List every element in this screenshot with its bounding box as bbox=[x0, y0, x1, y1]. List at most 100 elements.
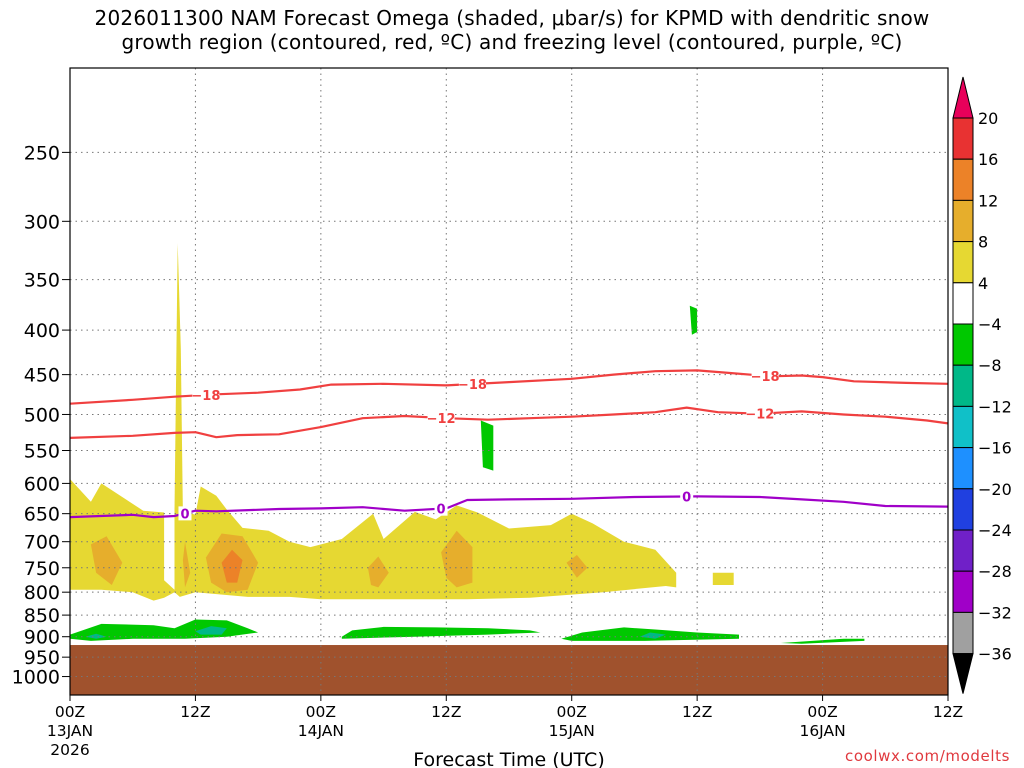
chart-title-line-1: 2026011300 NAM Forecast Omega (shaded, μ… bbox=[94, 6, 930, 30]
colorbar-segment bbox=[952, 570, 974, 613]
x-tick-label: 12Z bbox=[933, 703, 963, 721]
colorbar-label: −4 bbox=[978, 315, 1002, 334]
surface-terrain bbox=[70, 645, 948, 695]
colorbar: 20 16 12 8 4 −4 −8 −12 −16 −20 −24 −28 −32 −36 bbox=[952, 76, 1012, 694]
y-tick-label: 750 bbox=[24, 558, 60, 580]
colorbar-label: 8 bbox=[978, 233, 988, 252]
contour-label-bg bbox=[751, 368, 779, 383]
y-tick-label: 900 bbox=[24, 627, 60, 649]
colorbar-segment bbox=[952, 282, 974, 325]
x-tick-label: 00Z bbox=[557, 703, 587, 721]
colorbar-segment bbox=[952, 447, 974, 490]
contour-label-bg bbox=[458, 377, 486, 392]
grid-lines bbox=[69, 68, 948, 695]
colorbar-label: −8 bbox=[978, 356, 1002, 375]
x-tick-label: 12Z bbox=[682, 703, 712, 721]
omega-region bbox=[174, 243, 183, 590]
pressure-axis: 2503003504004505005506006507007508008509… bbox=[12, 142, 70, 689]
y-tick-label: 800 bbox=[24, 582, 60, 604]
contour-label-bg bbox=[178, 506, 192, 521]
contour-label: 0 bbox=[437, 503, 446, 518]
contour-label: −18 bbox=[751, 370, 780, 385]
colorbar-label: 20 bbox=[978, 109, 998, 128]
colorbar-segment bbox=[952, 158, 974, 201]
omega-region bbox=[441, 530, 473, 588]
omega-region bbox=[341, 626, 541, 639]
omega-region bbox=[566, 555, 588, 578]
omega-region bbox=[712, 572, 734, 585]
y-tick-label: 650 bbox=[24, 504, 60, 526]
y-tick-label: 550 bbox=[24, 441, 60, 463]
colorbar-label: −32 bbox=[978, 603, 1012, 622]
chart-title: 2026011300 NAM Forecast Omega (shaded, μ… bbox=[0, 6, 1024, 54]
colorbar-label: −20 bbox=[978, 480, 1012, 499]
colorbar-label: −28 bbox=[978, 562, 1012, 581]
colorbar-segment bbox=[952, 488, 974, 531]
x-tick-label: 2026 bbox=[50, 741, 89, 759]
colorbar-segment bbox=[952, 241, 974, 284]
contour-label: −12 bbox=[427, 412, 456, 427]
colorbar-label: 12 bbox=[978, 191, 998, 210]
omega-region bbox=[70, 619, 259, 641]
omega-shading bbox=[70, 243, 865, 644]
omega-region bbox=[221, 549, 243, 583]
omega-region bbox=[639, 632, 666, 639]
colorbar-segment bbox=[952, 199, 974, 243]
colorbar-segment bbox=[952, 405, 974, 449]
plot-frame bbox=[69, 67, 949, 696]
contour-label-bg bbox=[427, 410, 455, 425]
contour-label: 0 bbox=[682, 491, 691, 506]
colorbar-label: −12 bbox=[978, 397, 1012, 416]
omega-region bbox=[689, 305, 698, 335]
contour-label: −18 bbox=[458, 378, 487, 393]
x-tick-label: 13JAN bbox=[47, 722, 93, 740]
x-tick-label: 15JAN bbox=[549, 722, 595, 740]
x-tick-label: 00Z bbox=[55, 703, 85, 721]
omega-region bbox=[182, 541, 191, 588]
contour-line bbox=[70, 406, 948, 439]
colorbar-segment bbox=[952, 529, 974, 572]
y-tick-label: 250 bbox=[24, 142, 60, 164]
credit-text: coolwx.com/modelts bbox=[845, 747, 1010, 765]
colorbar-label: 16 bbox=[978, 150, 998, 169]
colorbar-segment bbox=[952, 364, 974, 407]
contour-line bbox=[70, 369, 948, 405]
contour-label-bg bbox=[746, 406, 774, 421]
y-tick-label: 700 bbox=[24, 532, 60, 554]
contour-label: −18 bbox=[191, 389, 220, 404]
surface-fill bbox=[70, 645, 948, 695]
omega-region bbox=[195, 626, 227, 635]
y-tick-label: 500 bbox=[24, 404, 60, 426]
chart-title-line-2: growth region (contoured, red, ºC) and f… bbox=[121, 30, 903, 54]
y-tick-label: 350 bbox=[24, 270, 60, 292]
omega-region bbox=[480, 420, 494, 471]
x-tick-label: 12Z bbox=[431, 703, 461, 721]
omega-region bbox=[90, 536, 123, 585]
y-tick-label: 1000 bbox=[12, 667, 60, 689]
y-tick-label: 600 bbox=[24, 473, 60, 495]
colorbar-segment bbox=[952, 611, 974, 655]
x-axis-label: Forecast Time (UTC) bbox=[413, 749, 604, 768]
x-tick-label: 16JAN bbox=[799, 722, 845, 740]
contour-label: 0 bbox=[180, 507, 189, 522]
contour-label-bg bbox=[680, 489, 694, 504]
x-tick-label: 12Z bbox=[180, 703, 210, 721]
colorbar-top-arrow bbox=[952, 76, 974, 119]
colorbar-segment bbox=[952, 117, 974, 160]
y-tick-label: 850 bbox=[24, 605, 60, 627]
colorbar-label: −36 bbox=[978, 645, 1012, 664]
x-tick-label: 14JAN bbox=[298, 722, 344, 740]
colorbar-label: −24 bbox=[978, 521, 1012, 540]
y-tick-label: 400 bbox=[24, 320, 60, 342]
contour-lines: −18 −18 −18 −12 −12 0 0 0 bbox=[70, 368, 948, 522]
y-tick-label: 300 bbox=[24, 211, 60, 233]
x-tick-label: 00Z bbox=[306, 703, 336, 721]
y-tick-label: 950 bbox=[24, 647, 60, 669]
contour-label-bg bbox=[434, 501, 448, 516]
omega-region bbox=[367, 556, 389, 588]
contour-label-bg bbox=[192, 387, 220, 402]
colorbar-bottom-arrow bbox=[952, 653, 974, 694]
colorbar-label: 4 bbox=[978, 274, 988, 293]
